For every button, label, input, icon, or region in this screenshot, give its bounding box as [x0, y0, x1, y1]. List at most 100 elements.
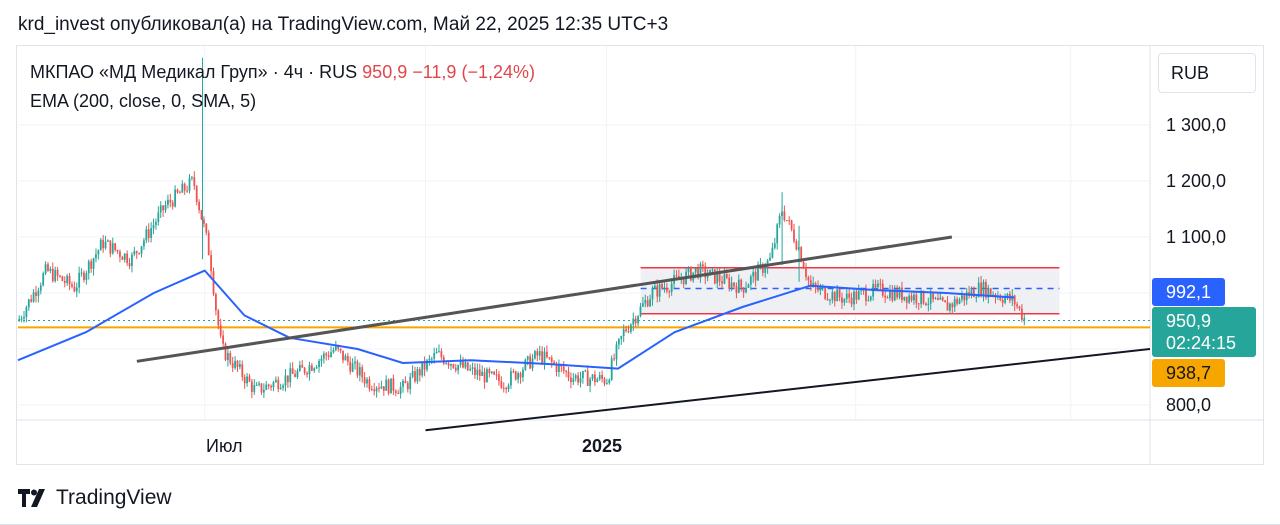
indicator-legend[interactable]: EMA (200, close, 0, SMA, 5) — [30, 91, 257, 111]
candle-body — [598, 375, 601, 380]
candle-body — [944, 300, 947, 303]
candle-body — [550, 357, 553, 362]
candle-body — [718, 273, 721, 282]
candle-body — [188, 178, 191, 191]
candle-body — [728, 277, 731, 289]
interval-label[interactable]: 4ч — [283, 62, 304, 82]
candle-body — [965, 292, 968, 301]
candle-body — [790, 220, 793, 230]
candle-body — [282, 385, 284, 388]
candle-body — [334, 345, 337, 351]
candle-body — [310, 365, 313, 371]
candle-body — [627, 331, 630, 333]
candle-body — [898, 287, 901, 298]
candle-body — [653, 285, 656, 290]
candle-body — [56, 269, 59, 276]
candle-body — [382, 386, 385, 391]
candle-body — [891, 290, 894, 301]
candle-body — [514, 371, 517, 380]
last-price-text: 950,9 — [1166, 311, 1212, 331]
candle-body — [670, 283, 673, 292]
candle-body — [301, 364, 304, 368]
candle-body — [462, 361, 464, 368]
candle-body — [385, 379, 388, 391]
candle-body — [95, 254, 97, 259]
candle-body — [565, 371, 568, 373]
candle-body — [925, 303, 927, 305]
candle-body — [75, 287, 78, 292]
candle-body — [476, 369, 479, 376]
candle-body — [289, 368, 292, 383]
candle-body — [339, 348, 342, 351]
candle-body — [114, 243, 117, 250]
candle-body — [754, 271, 757, 281]
candle-body — [910, 295, 913, 301]
candle-body — [961, 295, 963, 300]
x-axis-tick: 2025 — [582, 436, 623, 456]
candle-body — [20, 318, 23, 320]
candle-body — [222, 335, 224, 344]
ema-line — [17, 269, 1015, 370]
ema-price-label: 992,1 — [1152, 278, 1225, 306]
candle-body — [344, 355, 347, 361]
candle-body — [87, 261, 90, 274]
candle-body — [426, 360, 428, 370]
candle-body — [752, 271, 755, 277]
candle-body — [579, 378, 582, 383]
candle-body — [454, 367, 457, 371]
candle-body — [440, 351, 443, 358]
symbol-name[interactable]: МКПАО «МД Медикал Груп» — [30, 62, 268, 82]
candle-body — [44, 264, 47, 274]
candle-body — [1020, 308, 1023, 320]
candle-body — [433, 353, 436, 359]
candle-body — [337, 345, 340, 349]
candle-body — [802, 261, 805, 269]
candle-body — [217, 310, 220, 326]
candle-body — [689, 267, 692, 281]
currency-selector[interactable]: RUB — [1158, 53, 1256, 93]
candle-body — [817, 286, 819, 291]
candle-body — [644, 300, 647, 304]
candle-body — [246, 376, 248, 384]
candle-body — [47, 264, 49, 271]
candle-body — [66, 275, 69, 283]
candle-body — [402, 381, 404, 387]
candle-body — [903, 296, 906, 301]
candle-body — [272, 382, 275, 388]
candle-body — [203, 219, 205, 224]
candle-body — [901, 287, 903, 301]
candle-body — [253, 385, 256, 392]
candle-body — [776, 224, 779, 244]
candle-body — [769, 257, 771, 261]
tradingview-branding[interactable]: TradingView — [18, 486, 172, 510]
candle-body — [594, 374, 596, 383]
candle-body — [226, 353, 229, 361]
candle-body — [421, 362, 424, 376]
candle-body — [757, 264, 759, 281]
candle-body — [445, 363, 448, 365]
candle-body — [171, 202, 174, 207]
candle-body — [361, 367, 364, 378]
candle-body — [471, 367, 474, 369]
candle-body — [1001, 299, 1004, 303]
candle-body — [555, 363, 558, 372]
candle-body — [759, 264, 762, 266]
candle-body — [39, 285, 42, 291]
candle-body — [159, 205, 162, 213]
chart-legend-symbol: МКПАО «МД Медикал Груп» · 4ч · RUS 950,9… — [30, 62, 535, 83]
candle-body — [946, 302, 949, 311]
candle-body — [867, 299, 870, 301]
candle-body — [380, 386, 383, 389]
candle-body — [179, 192, 181, 194]
candle-body — [519, 373, 522, 378]
candle-body — [73, 286, 76, 292]
candle-body — [109, 240, 112, 254]
candle-body — [205, 223, 208, 233]
candle-body — [483, 371, 486, 383]
candle-body — [135, 251, 138, 253]
candle-body — [284, 375, 287, 386]
y-axis-tick: 1 100,0 — [1166, 227, 1227, 247]
candle-body — [622, 329, 625, 337]
candle-body — [231, 363, 234, 368]
candle-body — [416, 369, 419, 382]
